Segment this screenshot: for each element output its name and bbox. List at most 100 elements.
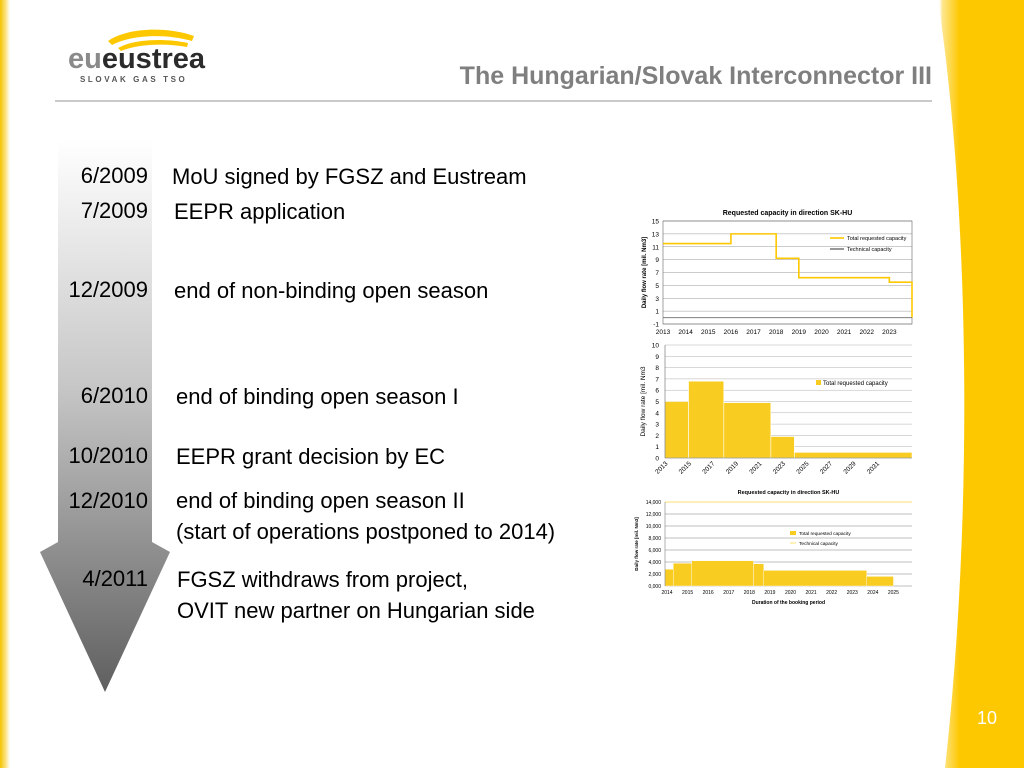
- y-tick-label: 15: [652, 219, 660, 226]
- x-tick-label: 2015: [682, 590, 693, 596]
- bar: [723, 402, 772, 459]
- legend-label: Total requested capacity: [823, 381, 888, 387]
- x-tick-label: 2014: [678, 329, 693, 336]
- x-tick-label: 2018: [769, 329, 784, 336]
- svg-text:eueustream: eueustream: [68, 43, 206, 75]
- x-tick-label: 2023: [772, 460, 787, 475]
- bar: [673, 562, 692, 587]
- bar: [688, 380, 725, 459]
- x-tick-label: 2022: [859, 329, 874, 336]
- x-tick-label: 2015: [701, 329, 716, 336]
- timeline-event: end of binding open season I: [176, 384, 459, 409]
- chart-title: Requested capacity in direction SK-HU: [738, 490, 840, 496]
- timeline-date: 6/2009: [80, 163, 148, 188]
- timeline-date: 6/2010: [80, 383, 148, 408]
- y-tick-label: 6,000: [648, 548, 661, 554]
- y-tick-label: 5: [655, 399, 659, 406]
- timeline-event: end of binding open season II: [176, 488, 465, 513]
- y-axis-label: Daily flow rate [mil. Nm3: [640, 366, 647, 436]
- logo-tagline: SLOVAK GAS TSO: [80, 75, 187, 84]
- x-tick-label: 2023: [882, 329, 897, 336]
- logo-brand: eustream: [102, 43, 206, 75]
- timeline-event: MoU signed by FGSZ and Eustream: [172, 164, 527, 189]
- timeline-date: 7/2009: [80, 198, 148, 223]
- y-tick-label: 13: [652, 231, 660, 238]
- bar: [691, 560, 754, 587]
- y-tick-label: 10: [652, 343, 660, 350]
- legend-label: Technical capacity: [799, 541, 839, 547]
- x-tick-label: 2021: [748, 460, 763, 475]
- chart-title: Requested capacity in direction SK-HU: [723, 210, 853, 217]
- y-tick-label: 0: [655, 456, 659, 463]
- x-tick-label: 2021: [837, 329, 852, 336]
- timeline-event: end of non-binding open season: [174, 278, 489, 303]
- x-tick-label: 2017: [701, 460, 716, 475]
- timeline-arrow: [40, 140, 170, 692]
- x-tick-label: 2014: [661, 590, 672, 596]
- legend-swatch: [816, 380, 821, 385]
- x-tick-label: 2020: [814, 329, 829, 336]
- x-tick-label: 2031: [866, 460, 881, 475]
- bar: [866, 576, 894, 587]
- x-tick-label: 2013: [654, 460, 669, 475]
- page-title: The Hungarian/Slovak Interconnector III: [459, 62, 932, 90]
- y-tick-label: 0,000: [648, 584, 661, 590]
- legend-label: Total requested capacity: [799, 531, 851, 537]
- x-tick-label: 2024: [867, 590, 878, 596]
- y-tick-label: 7: [655, 376, 659, 383]
- series-line-total-requested: [663, 233, 913, 318]
- logo-arc-icon: [108, 29, 194, 45]
- timeline-event: EEPR application: [174, 199, 346, 224]
- bar: [763, 570, 867, 587]
- timeline-date: 12/2009: [68, 277, 148, 302]
- x-tick-label: 2022: [826, 590, 837, 596]
- timeline-event-detail: OVIT new partner on Hungarian side: [177, 598, 535, 623]
- legend-swatch: [790, 531, 796, 535]
- y-tick-label: 5: [655, 283, 659, 290]
- y-tick-label: 12,000: [646, 512, 662, 518]
- y-tick-label: 9: [655, 354, 659, 361]
- x-tick-label: 2019: [792, 329, 807, 336]
- bar: [794, 452, 913, 459]
- bar: [770, 436, 795, 459]
- timeline-event: EEPR grant decision by EC: [176, 444, 446, 469]
- y-tick-label: 11: [652, 244, 659, 251]
- left-accent-strip: [0, 0, 10, 768]
- bar: [664, 401, 689, 459]
- x-tick-label: 2025: [888, 590, 899, 596]
- x-tick-label: 2013: [656, 329, 671, 336]
- x-tick-label: 2016: [724, 329, 739, 336]
- legend-label: Total requested capacity: [847, 236, 907, 242]
- timeline-date: 4/2011: [82, 566, 148, 591]
- y-axis-label: Daily flow rate [mil. Nm3]: [642, 237, 648, 308]
- x-tick-label: 2021: [806, 590, 817, 596]
- x-tick-label: 2018: [744, 590, 755, 596]
- y-tick-label: 2: [655, 433, 659, 440]
- y-tick-label: 2,000: [648, 572, 661, 578]
- page-number: 10: [977, 708, 998, 728]
- y-tick-label: 10,000: [646, 524, 662, 530]
- y-tick-label: 8: [655, 365, 659, 372]
- legend-label: Technical capacity: [847, 247, 892, 253]
- title-divider: [55, 100, 932, 102]
- timeline-date: 10/2010: [68, 443, 148, 468]
- x-tick-label: 2020: [785, 590, 796, 596]
- bar: [664, 568, 674, 587]
- y-tick-label: 1: [655, 309, 659, 316]
- timeline-event: FGSZ withdraws from project,: [177, 567, 468, 592]
- y-tick-label: 4: [655, 410, 659, 417]
- x-tick-label: 2019: [725, 460, 740, 475]
- x-axis-label: Duration of the booking period: [752, 600, 825, 606]
- y-tick-label: 1: [655, 444, 659, 451]
- bar: [753, 563, 764, 587]
- y-tick-label: 3: [655, 422, 659, 429]
- y-tick-label: 7: [655, 270, 659, 277]
- x-tick-label: 2029: [842, 460, 857, 475]
- x-tick-label: 2017: [723, 590, 734, 596]
- x-tick-label: 2027: [819, 460, 834, 475]
- y-tick-label: 6: [655, 388, 659, 395]
- x-tick-label: 2016: [703, 590, 714, 596]
- y-axis-label: Daily flow rate [mil. Nm3]: [634, 517, 639, 571]
- chart-requested-capacity-line: Requested capacity in direction SK-HU151…: [642, 210, 913, 336]
